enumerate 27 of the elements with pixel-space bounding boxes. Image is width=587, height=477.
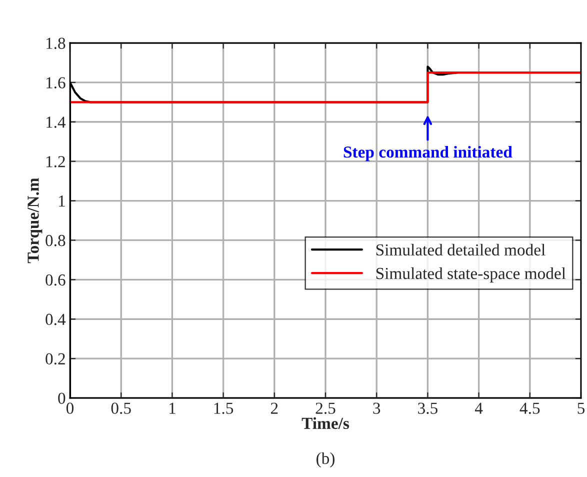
x-tick-label: 2.5 [316, 402, 336, 414]
y-axis-title: Torque/N.m [28, 178, 42, 264]
annotation: Step command initiated [344, 146, 512, 162]
x-tick-label: 4 [474, 402, 483, 414]
x-tick-label: 4.5 [520, 402, 540, 414]
x-axis-title: Time/s [302, 417, 350, 430]
y-tick-label: 1.4 [46, 116, 66, 128]
x-tick-label: 1.5 [214, 402, 234, 414]
x-tick-label: 1 [170, 402, 176, 414]
y-tick-label: 1 [58, 196, 65, 207]
x-tick-label: 0 [66, 402, 74, 414]
x-tick-label: 5 [578, 402, 585, 414]
x-tick-label: 2 [270, 402, 278, 414]
legend-label: Simulated detailed model [376, 244, 546, 256]
legend-label: Simulated state-space model [376, 267, 566, 282]
x-tick-label: 3.5 [418, 402, 438, 414]
y-tick-label: 1.8 [46, 38, 66, 50]
y-tick-label: 0.8 [46, 234, 66, 246]
y-tick-label: 1.6 [46, 77, 66, 88]
x-tick-label: 3 [373, 402, 380, 414]
x-tick-label: 0.5 [111, 402, 131, 414]
y-tick-label: 0.2 [46, 353, 65, 365]
y-tick-label: 0.4 [46, 314, 66, 326]
text: (b) [316, 452, 334, 468]
y-tick-label: 0.6 [46, 274, 66, 286]
y-tick-label: 0 [58, 392, 66, 404]
y-tick-label: 1.2 [46, 156, 65, 168]
